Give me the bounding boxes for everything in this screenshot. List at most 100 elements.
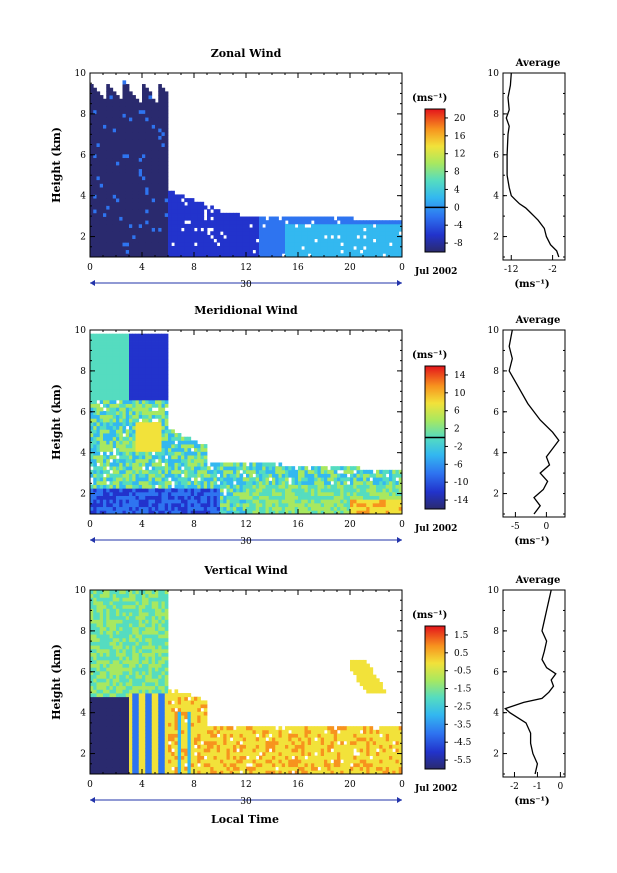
heatmap-cell [135,392,140,397]
heatmap-cell [161,344,166,349]
heatmap-cell [223,477,227,482]
heatmap-cell [314,245,318,251]
heatmap-cell [145,429,149,434]
heatmap-cell [135,363,140,368]
heatmap-cell [281,480,286,485]
heatmap-cell [93,440,97,445]
heatmap-cell [213,462,218,467]
heatmap-cell [324,245,328,251]
heatmap-cell [132,469,136,474]
heatmap-cell [317,242,322,247]
heatmap-cell [181,495,185,500]
heatmap-cell [119,359,123,364]
heatmap-cell [119,648,123,653]
heatmap-cell [190,458,195,463]
heatmap-cell [103,670,107,676]
heatmap-cell [213,216,218,221]
day-arrow-left [90,280,95,286]
heatmap-cell [158,84,162,89]
heatmap-cell [142,414,146,419]
heatmap-cell [148,198,153,203]
heatmap-cell [164,209,169,214]
heatmap-cell [174,253,179,258]
heatmap-cell [174,245,179,251]
heatmap-cell [184,506,188,511]
heatmap-cell [294,238,299,243]
heatmap-cell [135,109,140,114]
heatmap-cell [174,458,179,463]
heatmap-cell [129,388,133,393]
heatmap-cell [122,161,127,166]
x-tick-label: 0 [399,520,405,530]
heatmap-cell [132,491,136,496]
heatmap-cell [116,506,120,511]
heatmap-cell [236,488,240,493]
heatmap-cell [281,223,286,228]
heatmap-cell [109,626,114,631]
heatmap-cell [145,212,149,217]
heatmap-cell [103,604,107,609]
heatmap-cell [291,253,296,258]
heatmap-cell [190,469,195,474]
heatmap-cell [93,102,97,107]
heatmap-cell [304,473,309,478]
heatmap-cell [125,139,130,144]
heatmap-cell [151,499,156,504]
heatmap-cell [350,220,354,225]
heatmap-cell [268,234,273,239]
heatmap-cell [116,469,120,474]
heatmap-cell [288,231,292,236]
profile-y-tick-label: 10 [488,326,500,336]
heatmap-cell [288,469,292,474]
heatmap-cell [119,466,123,471]
heatmap-cell [158,348,162,353]
heatmap-cell [129,120,133,125]
heatmap-cell [398,488,403,493]
heatmap-cell [161,146,166,151]
heatmap-cell [129,447,133,452]
heatmap-cell [301,234,305,239]
heatmap-cell [161,231,166,236]
heatmap-cell [194,440,198,445]
heatmap-cell [112,458,117,463]
heatmap-cell [122,436,127,441]
heatmap-cell [356,253,361,258]
heatmap-cell [125,759,130,764]
heatmap-cell [398,502,403,508]
heatmap-cell [259,220,263,225]
heatmap-cell [155,120,159,125]
heatmap-cell [151,172,156,177]
heatmap-cell [138,381,143,386]
heatmap-cell [106,477,110,482]
heatmap-cell [103,689,107,694]
heatmap-cell [372,227,377,232]
heatmap-cell [324,488,328,493]
heatmap-cell [103,234,107,239]
heatmap-cell [116,348,120,353]
heatmap-cell [122,385,127,390]
heatmap-cell [125,95,130,100]
heatmap-cell [346,253,351,258]
heatmap-cell [145,234,149,239]
heatmap-cell [112,678,117,683]
heatmap-cell [109,113,114,118]
heatmap-cell [96,348,101,353]
heatmap-cell [226,502,231,508]
heatmap-cell [112,433,117,438]
heatmap-cell [99,491,104,496]
heatmap-cell [103,157,107,162]
heatmap-cell [353,488,357,493]
heatmap-cell [135,425,140,430]
heatmap-cell [125,142,130,147]
heatmap-cell [103,729,107,734]
heatmap-cell [395,480,400,485]
y-tick-label: 4 [80,192,86,202]
heatmap-cell [158,220,162,225]
heatmap-cell [174,502,179,508]
heatmap-cell [155,506,159,511]
y-tick-label: 6 [80,408,86,418]
heatmap-cell [213,245,218,251]
heatmap-cell [158,488,162,493]
heatmap-cell [93,198,97,203]
profile-frame [502,72,566,261]
